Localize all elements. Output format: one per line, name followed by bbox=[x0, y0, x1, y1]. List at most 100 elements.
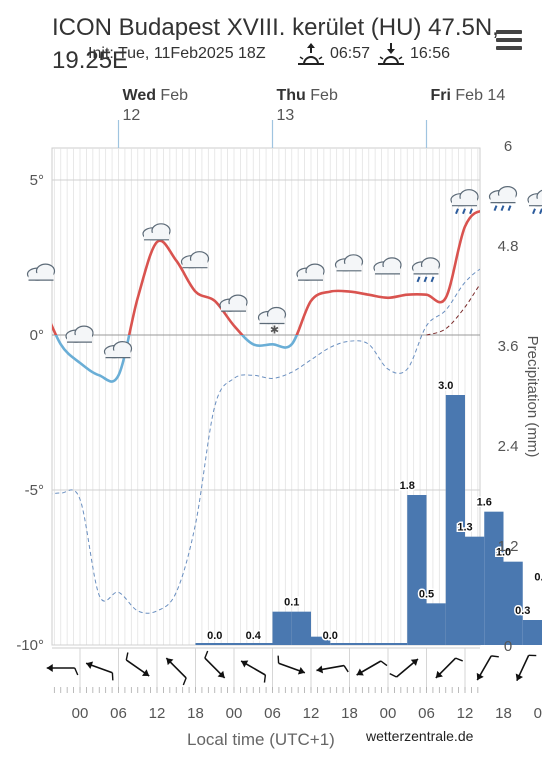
cloud-rain-icon bbox=[488, 186, 518, 211]
precip-value-label: 0.5 bbox=[419, 588, 434, 600]
wind-barb bbox=[389, 672, 397, 678]
precip-bar bbox=[465, 536, 485, 645]
cloud-shape bbox=[142, 227, 164, 241]
wind-arrow-icon bbox=[316, 664, 349, 674]
wind-barb bbox=[380, 660, 388, 667]
cloud-icon bbox=[219, 294, 248, 312]
wind-barb bbox=[182, 677, 187, 686]
cloud-shape bbox=[35, 263, 56, 279]
cloud-shape bbox=[28, 273, 54, 281]
sunset-group bbox=[376, 42, 406, 68]
day-date: 12 bbox=[123, 107, 141, 124]
cloud-shape bbox=[144, 232, 169, 240]
wind-arrow-shaft bbox=[356, 660, 382, 676]
precipitation-bars: 0.0 0.4 0.1 0.0 1.8 0.5 3.0 1.3 1.6 1.0 0.3 0.7 bbox=[195, 379, 542, 645]
cloud-shape bbox=[259, 316, 285, 324]
cloud-shape bbox=[103, 345, 126, 359]
cloud-icon bbox=[26, 263, 56, 281]
x-axis-label: Local time (UTC+1) bbox=[187, 730, 335, 749]
cloud-shape bbox=[490, 195, 516, 203]
plot-area bbox=[51, 147, 481, 646]
wind-arrow-shaft bbox=[240, 660, 266, 676]
wind-arrow-head bbox=[166, 658, 174, 666]
cloud-icon bbox=[142, 223, 171, 241]
wind-barb bbox=[343, 665, 349, 673]
raindrop bbox=[462, 208, 466, 215]
precip-value-label: 0.0 bbox=[207, 630, 222, 642]
precip-bar bbox=[503, 561, 523, 645]
wind-arrow-icon bbox=[165, 657, 187, 686]
cloud-shape bbox=[382, 257, 402, 273]
raindrop bbox=[507, 205, 512, 211]
weather-icons: ✱ bbox=[26, 186, 542, 359]
x-tick-label: 18 bbox=[341, 705, 358, 722]
temperature-line-below-zero bbox=[54, 335, 299, 383]
wind-arrow-head bbox=[217, 670, 225, 678]
sunrise-time: 06:57 bbox=[330, 45, 371, 62]
cloud-shape bbox=[488, 190, 511, 204]
raindrop bbox=[500, 205, 505, 211]
y-right-tick-label: 3.6 bbox=[498, 338, 519, 355]
cloud-shape bbox=[74, 325, 94, 341]
raindrop bbox=[493, 205, 498, 211]
wind-arrow-icon bbox=[356, 660, 388, 676]
cloud-shape bbox=[112, 341, 133, 357]
cloud-icon bbox=[180, 251, 210, 269]
wind-arrow-shaft bbox=[165, 657, 187, 679]
cloud-shape bbox=[373, 261, 395, 275]
raindrop bbox=[469, 208, 473, 215]
x-tick-label: 00 bbox=[534, 705, 542, 722]
wind-arrow-shaft bbox=[85, 662, 113, 674]
cloud-rain-icon bbox=[527, 189, 542, 215]
cloud-shape bbox=[536, 189, 542, 204]
wind-arrow-icon bbox=[476, 655, 499, 681]
y-left-tick-label: 0° bbox=[30, 327, 44, 344]
chart-title-coordinates: 19.25E bbox=[52, 47, 129, 74]
wind-barb bbox=[455, 657, 463, 662]
sunset-time: 16:56 bbox=[410, 45, 451, 62]
cloud-rain-icon bbox=[450, 189, 479, 215]
cloud-shape bbox=[67, 335, 92, 343]
chart-lines bbox=[52, 210, 480, 614]
wind-arrow-shaft bbox=[125, 659, 150, 677]
wind-arrow-icon bbox=[46, 664, 79, 676]
cloud-shape bbox=[266, 306, 287, 323]
wind-barb bbox=[528, 654, 537, 657]
menu-bar bbox=[496, 30, 522, 34]
upper-dewpoint-line bbox=[426, 283, 480, 336]
x-tick-label: 12 bbox=[149, 705, 166, 722]
cloud-shape bbox=[411, 261, 434, 275]
y-right-tick-label: 0 bbox=[504, 638, 512, 655]
precip-bar bbox=[426, 603, 446, 645]
cloud-shape bbox=[527, 193, 542, 207]
wind-arrow-icon bbox=[515, 654, 537, 682]
x-tick-label: 18 bbox=[187, 705, 204, 722]
hamburger-menu-icon[interactable] bbox=[496, 30, 522, 50]
cloud-snow-icon: ✱ bbox=[257, 306, 287, 337]
precip-value-label: 0.1 bbox=[284, 597, 299, 609]
snowflake: ✱ bbox=[270, 325, 279, 337]
sunrise-icon bbox=[298, 43, 324, 65]
cloud-shape bbox=[529, 198, 542, 206]
y-right-tick-label: 1.2 bbox=[498, 538, 519, 555]
wind-arrow-shaft bbox=[476, 655, 492, 681]
precip-bar bbox=[311, 636, 331, 645]
model-run-info: Init: Tue, 11Feb2025 18Z bbox=[88, 45, 266, 62]
precip-value-label: 1.6 bbox=[477, 497, 492, 509]
cloud-shape bbox=[105, 350, 131, 358]
day-label: Fri Feb 14 bbox=[431, 87, 506, 104]
cloud-shape bbox=[219, 298, 241, 312]
x-tick-label: 18 bbox=[495, 705, 512, 722]
precip-value-label: 1.0 bbox=[496, 547, 511, 559]
wind-arrow-head bbox=[476, 672, 484, 681]
x-tick-label: 06 bbox=[110, 705, 127, 722]
cloud-shape bbox=[228, 294, 248, 310]
y-right-tick-label: 4.8 bbox=[498, 238, 519, 255]
precip-bar bbox=[522, 620, 542, 645]
wind-arrow-icon bbox=[277, 655, 306, 675]
cloud-shape bbox=[26, 267, 49, 281]
sunrise-group bbox=[296, 42, 326, 68]
cloud-shape bbox=[336, 263, 362, 271]
source-credit: wetterzentrale.de bbox=[366, 728, 474, 744]
